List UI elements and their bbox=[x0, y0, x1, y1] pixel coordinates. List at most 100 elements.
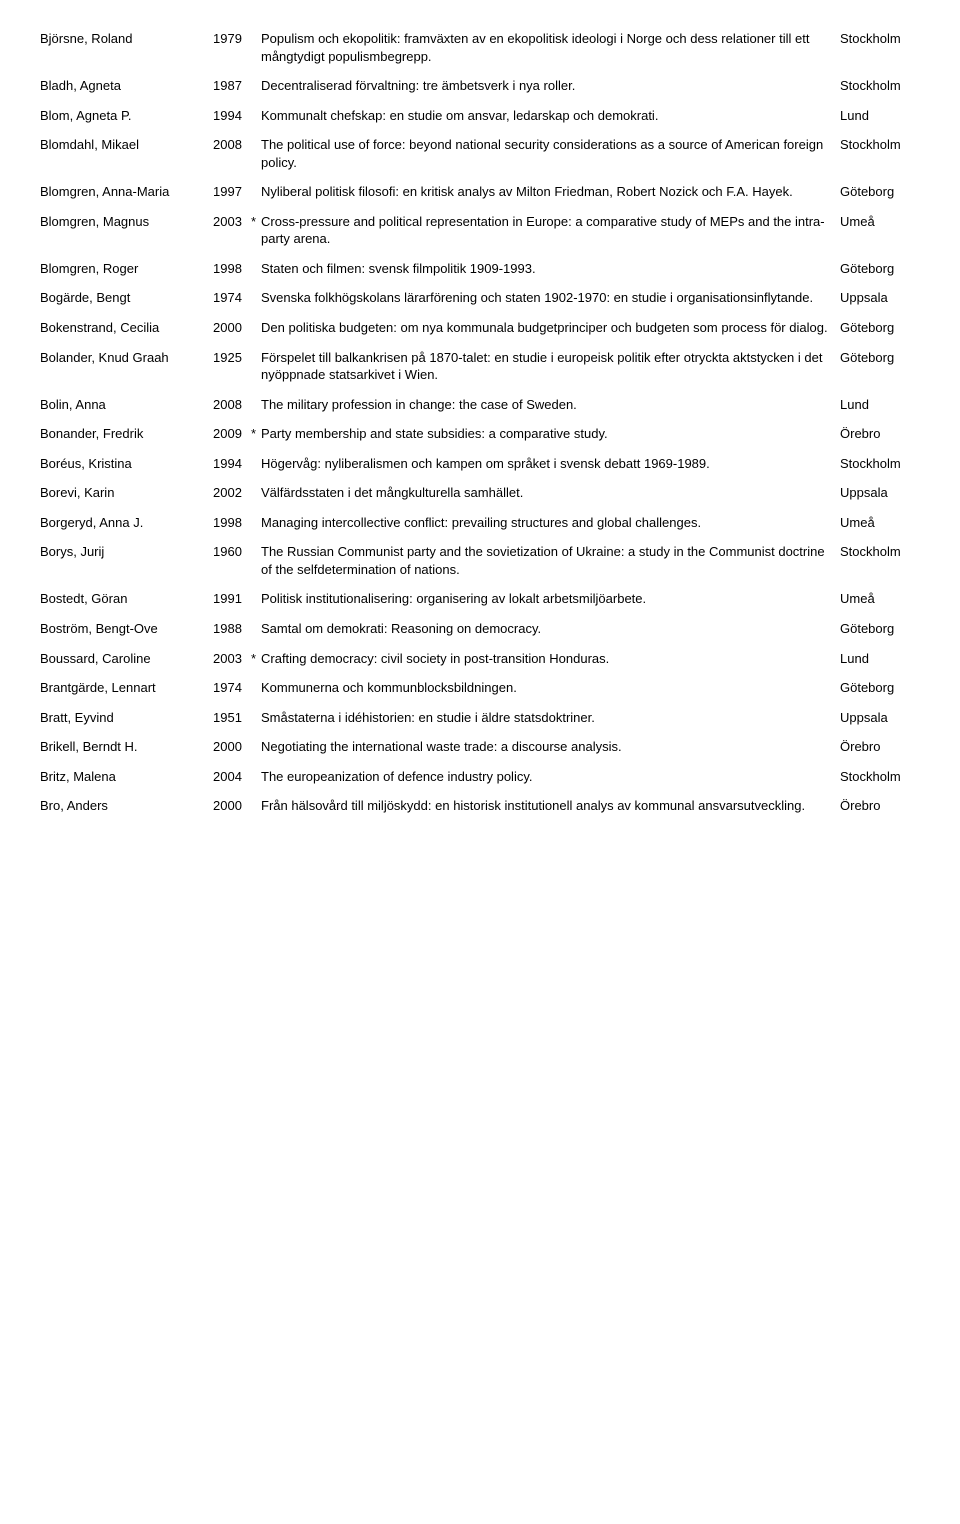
mark-cell: * bbox=[251, 650, 261, 668]
mark-cell bbox=[251, 620, 261, 638]
author-cell: Boström, Bengt-Ove bbox=[40, 620, 213, 638]
author-cell: Blomdahl, Mikael bbox=[40, 136, 213, 171]
mark-cell: * bbox=[251, 213, 261, 248]
place-cell: Göteborg bbox=[840, 620, 920, 638]
year-cell: 2009 bbox=[213, 425, 251, 443]
title-cell: Kommunerna och kommunblocksbildningen. bbox=[261, 679, 840, 697]
mark-cell bbox=[251, 77, 261, 95]
table-row: Bolin, Anna2008The military profession i… bbox=[40, 396, 920, 414]
year-cell: 2002 bbox=[213, 484, 251, 502]
mark-cell bbox=[251, 349, 261, 384]
mark-cell bbox=[251, 590, 261, 608]
author-cell: Bladh, Agneta bbox=[40, 77, 213, 95]
mark-cell bbox=[251, 484, 261, 502]
table-row: Borys, Jurij1960The Russian Communist pa… bbox=[40, 543, 920, 578]
mark-cell bbox=[251, 396, 261, 414]
table-row: Blomgren, Anna-Maria1997 Nyliberal politi… bbox=[40, 183, 920, 201]
mark-cell bbox=[251, 709, 261, 727]
mark-cell bbox=[251, 797, 261, 815]
table-row: Bostedt, Göran1991 Politisk institutional… bbox=[40, 590, 920, 608]
table-row: Blomgren, Magnus2003*Cross-pressure and … bbox=[40, 213, 920, 248]
place-cell: Uppsala bbox=[840, 709, 920, 727]
table-row: Blomgren, Roger1998Staten och filmen: sv… bbox=[40, 260, 920, 278]
table-row: Boström, Bengt-Ove1988 Samtal om demokrat… bbox=[40, 620, 920, 638]
author-cell: Bostedt, Göran bbox=[40, 590, 213, 608]
year-cell: 2000 bbox=[213, 738, 251, 756]
title-cell: Svenska folkhögskolans lärarförening och… bbox=[261, 289, 840, 307]
place-cell: Stockholm bbox=[840, 30, 920, 65]
place-cell: Uppsala bbox=[840, 484, 920, 502]
place-cell: Göteborg bbox=[840, 319, 920, 337]
year-cell: 1974 bbox=[213, 679, 251, 697]
table-row: Bro, Anders2000Från hälsovård till miljö… bbox=[40, 797, 920, 815]
mark-cell bbox=[251, 30, 261, 65]
mark-cell bbox=[251, 679, 261, 697]
title-cell: Nyliberal politisk filosofi: en kritisk … bbox=[261, 183, 840, 201]
year-cell: 1997 bbox=[213, 183, 251, 201]
year-cell: 1979 bbox=[213, 30, 251, 65]
table-row: Blomdahl, Mikael2008 The political use of… bbox=[40, 136, 920, 171]
place-cell: Göteborg bbox=[840, 183, 920, 201]
place-cell: Göteborg bbox=[840, 260, 920, 278]
place-cell: Stockholm bbox=[840, 136, 920, 171]
place-cell: Stockholm bbox=[840, 543, 920, 578]
place-cell: Örebro bbox=[840, 425, 920, 443]
author-cell: Britz, Malena bbox=[40, 768, 213, 786]
mark-cell bbox=[251, 543, 261, 578]
title-cell: Samtal om demokrati: Reasoning on democr… bbox=[261, 620, 840, 638]
title-cell: Decentraliserad förvaltning: tre ämbetsv… bbox=[261, 77, 840, 95]
table-row: Bonander, Fredrik2009*Party membership a… bbox=[40, 425, 920, 443]
place-cell: Örebro bbox=[840, 797, 920, 815]
year-cell: 2004 bbox=[213, 768, 251, 786]
year-cell: 1994 bbox=[213, 455, 251, 473]
title-cell: Cross-pressure and political representat… bbox=[261, 213, 840, 248]
place-cell: Stockholm bbox=[840, 77, 920, 95]
place-cell: Umeå bbox=[840, 514, 920, 532]
place-cell: Göteborg bbox=[840, 679, 920, 697]
author-cell: Boussard, Caroline bbox=[40, 650, 213, 668]
year-cell: 1988 bbox=[213, 620, 251, 638]
mark-cell bbox=[251, 514, 261, 532]
author-cell: Bolander, Knud Graah bbox=[40, 349, 213, 384]
title-cell: The Russian Communist party and the sovi… bbox=[261, 543, 840, 578]
author-cell: Bolin, Anna bbox=[40, 396, 213, 414]
mark-cell bbox=[251, 260, 261, 278]
table-row: Boussard, Caroline2003*Crafting democrac… bbox=[40, 650, 920, 668]
author-cell: Bratt, Eyvind bbox=[40, 709, 213, 727]
mark-cell: * bbox=[251, 425, 261, 443]
table-row: Brantgärde, Lennart1974Kommunerna och ko… bbox=[40, 679, 920, 697]
place-cell: Stockholm bbox=[840, 768, 920, 786]
author-cell: Bro, Anders bbox=[40, 797, 213, 815]
title-cell: Den politiska budgeten: om nya kommunala… bbox=[261, 319, 840, 337]
place-cell: Lund bbox=[840, 107, 920, 125]
mark-cell bbox=[251, 107, 261, 125]
author-cell: Borgeryd, Anna J. bbox=[40, 514, 213, 532]
author-cell: Bonander, Fredrik bbox=[40, 425, 213, 443]
year-cell: 1991 bbox=[213, 590, 251, 608]
year-cell: 1994 bbox=[213, 107, 251, 125]
table-row: Björsne, Roland1979Populism och ekopolit… bbox=[40, 30, 920, 65]
author-cell: Blomgren, Anna-Maria bbox=[40, 183, 213, 201]
author-cell: Bokenstrand, Cecilia bbox=[40, 319, 213, 337]
year-cell: 2003 bbox=[213, 650, 251, 668]
title-cell: Politisk institutionalisering: organiser… bbox=[261, 590, 840, 608]
year-cell: 1974 bbox=[213, 289, 251, 307]
mark-cell bbox=[251, 455, 261, 473]
author-cell: Blom, Agneta P. bbox=[40, 107, 213, 125]
place-cell: Lund bbox=[840, 396, 920, 414]
year-cell: 1951 bbox=[213, 709, 251, 727]
title-cell: The political use of force: beyond natio… bbox=[261, 136, 840, 171]
table-row: Britz, Malena2004 The europeanization of … bbox=[40, 768, 920, 786]
title-cell: The europeanization of defence industry … bbox=[261, 768, 840, 786]
author-cell: Bogärde, Bengt bbox=[40, 289, 213, 307]
bibliography-table: Björsne, Roland1979Populism och ekopolit… bbox=[40, 30, 920, 815]
mark-cell bbox=[251, 319, 261, 337]
author-cell: Björsne, Roland bbox=[40, 30, 213, 65]
table-row: Brikell, Berndt H.2000Negotiating the in… bbox=[40, 738, 920, 756]
table-row: Blom, Agneta P.1994Kommunalt chefskap: e… bbox=[40, 107, 920, 125]
year-cell: 2003 bbox=[213, 213, 251, 248]
author-cell: Boréus, Kristina bbox=[40, 455, 213, 473]
table-row: Boréus, Kristina1994Högervåg: nyliberali… bbox=[40, 455, 920, 473]
author-cell: Brikell, Berndt H. bbox=[40, 738, 213, 756]
year-cell: 2008 bbox=[213, 136, 251, 171]
